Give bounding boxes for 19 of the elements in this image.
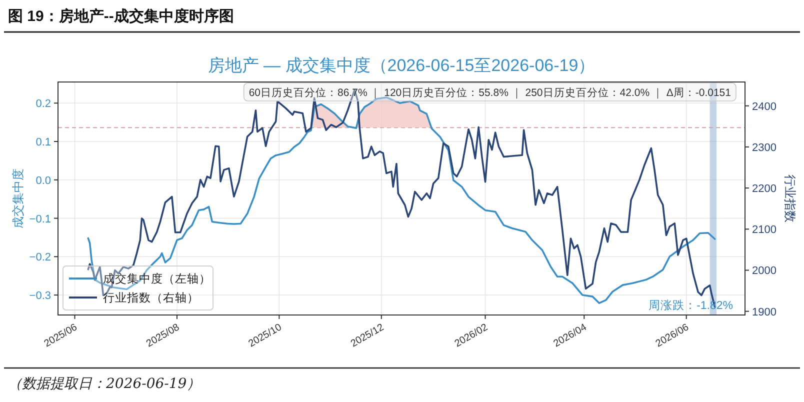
y2-tick-label: 2100 xyxy=(752,224,776,236)
y2-axis-title: 行业指数 xyxy=(783,174,797,222)
y2-tick-label: 1900 xyxy=(752,306,776,318)
chart-title: 图 19：房地产--成交集中度时序图 xyxy=(8,7,234,25)
y-tick-label: −0.1 xyxy=(29,213,51,226)
annotation: 周涨跌：-1.82% xyxy=(648,299,733,312)
y-tick-label: 0.2 xyxy=(36,98,51,110)
y2-tick-label: 2200 xyxy=(752,183,776,196)
y-axis-title: 成交集中度 xyxy=(11,168,25,228)
y2-tick-label: 2400 xyxy=(752,100,776,113)
text: （数据提取日：2026-06-19） xyxy=(8,376,201,392)
y2-tick-label: 2000 xyxy=(752,265,776,278)
y-tick-label: 0.0 xyxy=(36,174,51,187)
y-tick-label: −0.3 xyxy=(29,290,51,302)
y2-tick-label: 2300 xyxy=(752,142,776,154)
y-tick-label: 0.1 xyxy=(36,136,51,148)
legend-label: 行业指数（右轴） xyxy=(103,292,199,304)
y-tick-label: −0.2 xyxy=(29,252,51,264)
chart-subtitle: 房地产 — 成交集中度（2026-06-15至2026-06-19） xyxy=(208,56,596,75)
